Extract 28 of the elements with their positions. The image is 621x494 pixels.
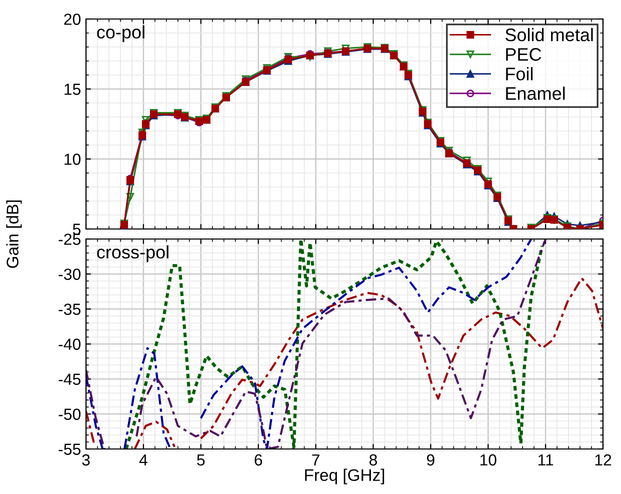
x-tick-label: 3 — [82, 454, 90, 466]
x-tick-label: 7 — [312, 454, 320, 466]
legend-label: Solid metal — [505, 28, 593, 42]
x-tick-label: 8 — [369, 454, 377, 466]
y-tick-label: 20 — [64, 14, 81, 25]
y-tick-label: -50 — [58, 408, 81, 420]
y-tick-label: 10 — [64, 154, 81, 165]
x-tick-label: 10 — [480, 454, 496, 466]
x-tick-label: 6 — [254, 454, 262, 466]
x-tick-label: 12 — [595, 454, 612, 466]
legend-label: Enamel — [506, 86, 565, 100]
x-tick-label: 4 — [139, 454, 148, 466]
y-axis-title: Gain [dB] — [6, 200, 22, 268]
y-tick-label: -45 — [58, 374, 80, 385]
y-tick-label: -25 — [58, 234, 80, 245]
annotation: co-pol — [97, 25, 144, 42]
x-tick-label: 5 — [197, 454, 205, 466]
x-tick-label: 11 — [538, 454, 554, 466]
legend-label: PEC — [506, 48, 542, 61]
y-tick-label: -40 — [58, 338, 81, 350]
y-tick-label: -55 — [58, 444, 80, 455]
annotation: cross-pol — [97, 245, 168, 262]
x-tick-label: 9 — [426, 454, 434, 466]
y-tick-label: -30 — [58, 268, 81, 280]
y-tick-label: 15 — [64, 84, 80, 95]
y-tick-label: -35 — [58, 304, 80, 315]
legend-label: Foil — [506, 67, 533, 80]
x-axis-title: Freq [GHz] — [305, 468, 384, 484]
